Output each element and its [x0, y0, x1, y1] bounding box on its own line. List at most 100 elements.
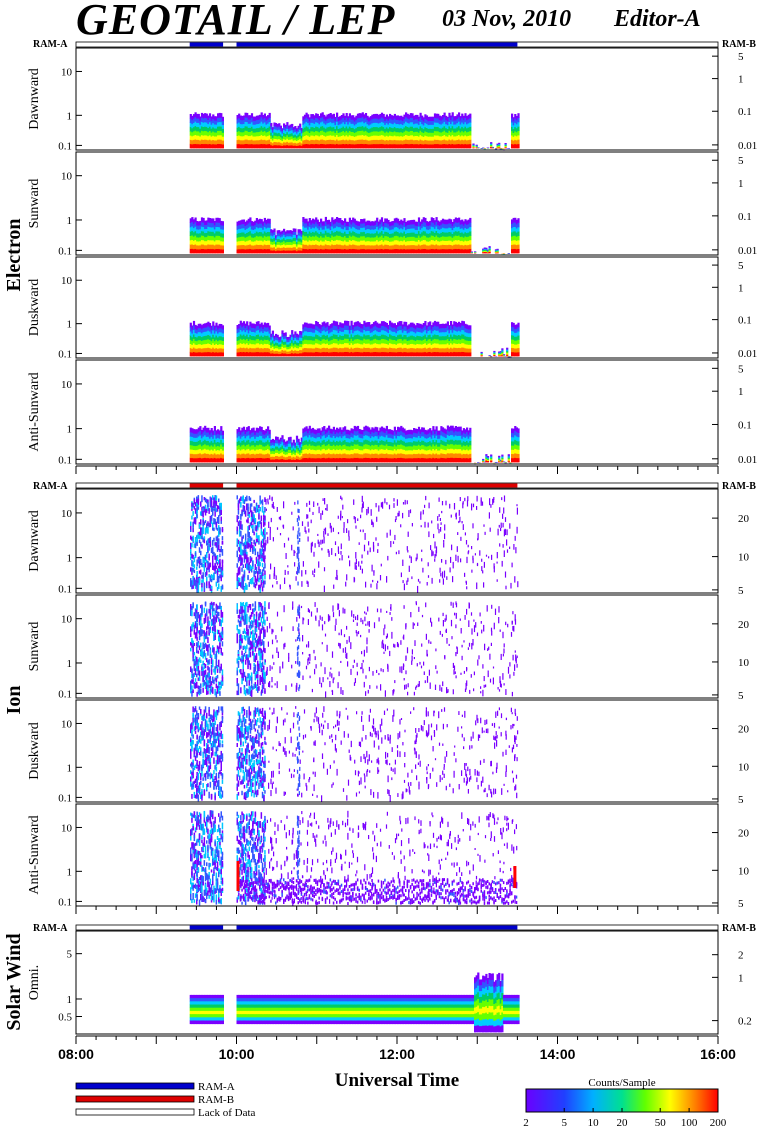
spectrogram-cell	[267, 331, 270, 336]
spectrogram-cell	[372, 225, 376, 230]
spectrogram-cell	[450, 325, 453, 331]
spectrogram-cell	[295, 133, 299, 137]
spectrogram-cell	[196, 126, 199, 132]
spectrogram-cell	[276, 340, 279, 344]
spectrogram-cell	[488, 247, 491, 250]
spectrogram-cell	[339, 343, 342, 348]
spectrogram-cell	[328, 344, 331, 349]
spectrogram-cell	[213, 140, 216, 145]
spectrogram-cell	[397, 218, 400, 224]
spectrogram-cell	[366, 135, 369, 141]
spectrogram-cell	[328, 340, 331, 345]
spectrogram-cell	[440, 144, 443, 149]
spectrogram-cell	[389, 222, 392, 227]
spectrogram-cell	[441, 143, 445, 149]
spectrogram-cell	[430, 329, 433, 334]
spectrogram-cell	[419, 121, 422, 127]
spectrogram-cell	[241, 339, 244, 344]
spectrogram-cell	[255, 127, 258, 133]
spectrogram-cell	[363, 334, 366, 339]
spectrogram-cell	[515, 328, 518, 333]
spectrogram-cell	[236, 352, 239, 357]
spectrogram-cell	[307, 126, 310, 132]
spectrogram-cell	[416, 135, 419, 141]
spectrogram-cell	[191, 244, 194, 249]
spectrogram-cell	[295, 237, 299, 240]
spectrogram-cell	[512, 132, 515, 137]
spectrogram-cell	[329, 221, 332, 227]
spectrogram-cell	[437, 220, 440, 225]
spectrogram-cell	[189, 248, 192, 254]
spectrogram-cell	[311, 122, 315, 128]
spectrogram-cell	[241, 457, 244, 463]
spectrogram-cell	[419, 323, 422, 329]
spectrogram-cell	[331, 230, 334, 236]
spectrogram-cell	[397, 131, 400, 137]
spectrogram-cell	[218, 339, 221, 345]
spectrogram-cell	[308, 128, 311, 133]
spectrogram-cell	[429, 347, 432, 352]
right-axis-tag: RAM-B	[722, 39, 756, 50]
spectrogram-cell	[326, 228, 329, 233]
spectrogram-cell	[363, 127, 366, 132]
spectrogram-cell	[213, 435, 216, 440]
spectrogram-cell	[295, 339, 299, 343]
spectrogram-cell	[241, 440, 244, 446]
spectrogram-cell	[265, 120, 268, 125]
spectrogram-cell	[204, 139, 207, 145]
spectrogram-cell	[408, 332, 411, 337]
spectrogram-cell	[329, 245, 332, 250]
spectrogram-cell	[395, 332, 398, 337]
spectrogram-cell	[200, 336, 204, 341]
spectrogram-cell	[438, 352, 441, 357]
spectrogram-cell	[379, 240, 382, 246]
spectrogram-cell	[372, 351, 376, 357]
spectrogram-cell	[270, 144, 273, 149]
spectrogram-cell	[392, 119, 395, 125]
spectrogram-cell	[308, 140, 311, 145]
spectrogram-cell	[374, 126, 377, 132]
spectrogram-cell	[189, 126, 192, 132]
spectrogram-cell	[292, 140, 295, 144]
spectrogram-cell	[379, 118, 382, 123]
spectrogram-cell	[379, 327, 382, 333]
spectrogram-cell	[192, 351, 196, 357]
spectrogram-cell	[199, 339, 202, 345]
spectrogram-cell	[409, 113, 412, 118]
spectrogram-cell	[196, 344, 199, 349]
spectrogram-cell	[345, 113, 348, 118]
spectrogram-cell	[435, 113, 438, 119]
spectrogram-cell	[339, 226, 342, 232]
spectrogram-cell	[249, 343, 252, 348]
spectrogram-cell	[292, 129, 295, 133]
spectrogram-cell	[501, 350, 504, 352]
spectrogram-cell	[273, 343, 276, 347]
spectrogram-cell	[462, 115, 465, 121]
spectrogram-cell	[416, 343, 419, 349]
spectrogram-cell	[517, 351, 520, 357]
spectrogram-cell	[408, 220, 411, 225]
spectrogram-cell	[485, 250, 488, 252]
spectrogram-cell	[377, 143, 380, 149]
spectrogram-cell	[501, 355, 504, 357]
spectrogram-cell	[384, 116, 387, 121]
spectrogram-cell	[311, 240, 315, 245]
spectrogram-cell	[438, 328, 441, 333]
spectrogram-cell	[328, 219, 331, 225]
spectrogram-cell	[512, 226, 515, 232]
spectrogram-cell	[355, 144, 358, 149]
spectrogram-cell	[259, 131, 262, 136]
spectrogram-cell	[324, 225, 327, 231]
spectrogram-cell	[430, 344, 433, 349]
spectrogram-cell	[212, 139, 215, 145]
spectrogram-cell	[294, 234, 297, 239]
spectrogram-cell	[469, 325, 472, 330]
spectrogram-cell	[191, 432, 194, 437]
spectrogram-cell	[194, 328, 197, 334]
spectrogram-cell	[200, 239, 204, 245]
spectrogram-cell	[368, 343, 371, 348]
spectrogram-cell	[328, 223, 331, 229]
spectrogram-cell	[252, 331, 255, 337]
spectrogram-cell	[286, 244, 289, 248]
spectrogram-cell	[517, 222, 520, 228]
